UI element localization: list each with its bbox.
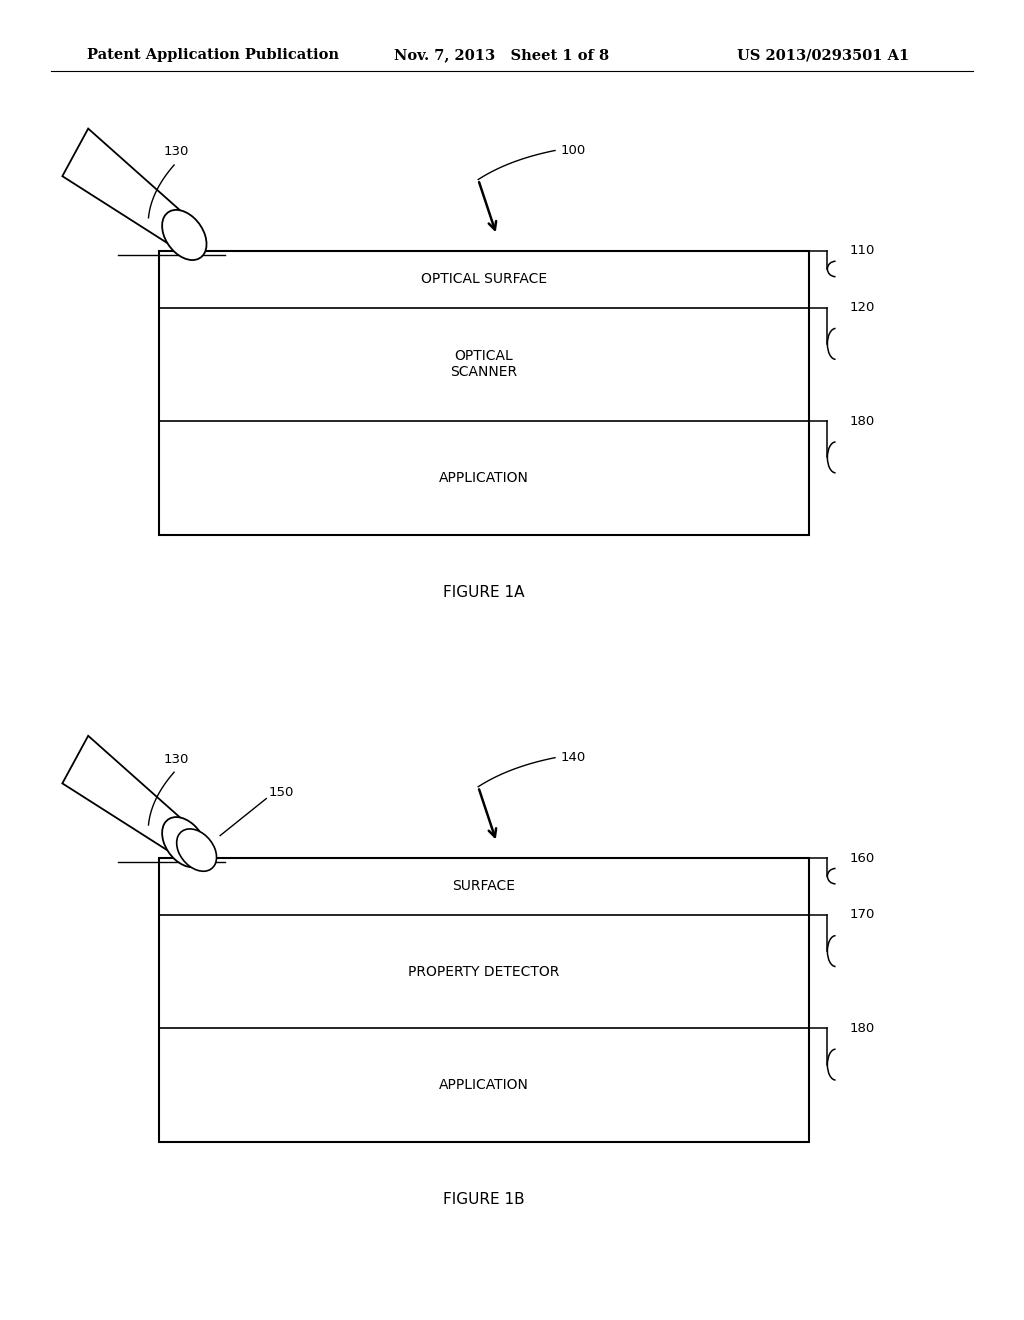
Text: 140: 140 [560, 751, 586, 764]
Text: US 2013/0293501 A1: US 2013/0293501 A1 [737, 49, 909, 62]
Text: Nov. 7, 2013   Sheet 1 of 8: Nov. 7, 2013 Sheet 1 of 8 [394, 49, 609, 62]
Bar [159, 251, 809, 535]
Bar [159, 858, 809, 1142]
Text: PROPERTY DETECTOR: PROPERTY DETECTOR [409, 965, 559, 978]
Polygon shape [62, 128, 191, 249]
Text: SURFACE: SURFACE [453, 879, 515, 894]
Text: FIGURE 1A: FIGURE 1A [443, 585, 524, 599]
Polygon shape [62, 735, 191, 857]
Ellipse shape [177, 829, 216, 871]
Text: OPTICAL
SCANNER: OPTICAL SCANNER [451, 350, 517, 379]
Text: APPLICATION: APPLICATION [439, 471, 528, 484]
Text: 160: 160 [850, 851, 876, 865]
Ellipse shape [162, 210, 207, 260]
Text: 180: 180 [850, 414, 876, 428]
Text: OPTICAL SURFACE: OPTICAL SURFACE [421, 272, 547, 286]
Text: FIGURE 1B: FIGURE 1B [443, 1192, 524, 1206]
Text: 170: 170 [850, 908, 876, 921]
Text: 130: 130 [164, 145, 188, 158]
Text: 130: 130 [164, 752, 188, 766]
Text: 120: 120 [850, 301, 876, 314]
Text: 150: 150 [268, 785, 294, 799]
Text: Patent Application Publication: Patent Application Publication [87, 49, 339, 62]
Text: 110: 110 [850, 244, 876, 257]
Text: 100: 100 [560, 144, 586, 157]
Text: APPLICATION: APPLICATION [439, 1078, 528, 1092]
Ellipse shape [162, 817, 207, 867]
Text: 180: 180 [850, 1022, 876, 1035]
